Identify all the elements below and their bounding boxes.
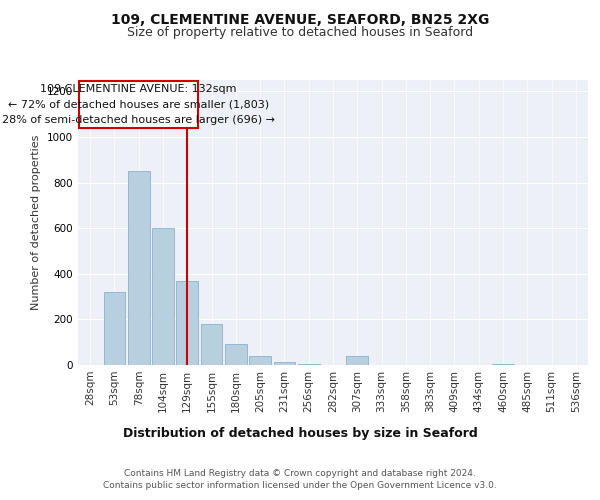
Bar <box>249 356 271 365</box>
FancyBboxPatch shape <box>79 81 198 128</box>
Text: 109 CLEMENTINE AVENUE: 132sqm
← 72% of detached houses are smaller (1,803)
28% o: 109 CLEMENTINE AVENUE: 132sqm ← 72% of d… <box>2 84 275 125</box>
Bar <box>346 356 368 365</box>
Bar <box>176 280 198 365</box>
Text: Distribution of detached houses by size in Seaford: Distribution of detached houses by size … <box>122 428 478 440</box>
Bar <box>128 171 149 365</box>
Bar <box>225 344 247 365</box>
Text: Size of property relative to detached houses in Seaford: Size of property relative to detached ho… <box>127 26 473 39</box>
Bar <box>274 362 295 365</box>
Y-axis label: Number of detached properties: Number of detached properties <box>31 135 41 310</box>
Text: 109, CLEMENTINE AVENUE, SEAFORD, BN25 2XG: 109, CLEMENTINE AVENUE, SEAFORD, BN25 2X… <box>111 12 489 26</box>
Bar <box>298 364 320 365</box>
Bar <box>152 228 174 365</box>
Bar <box>200 324 223 365</box>
Text: Contains HM Land Registry data © Crown copyright and database right 2024.
Contai: Contains HM Land Registry data © Crown c… <box>103 468 497 490</box>
Bar <box>492 364 514 365</box>
Bar <box>104 292 125 365</box>
